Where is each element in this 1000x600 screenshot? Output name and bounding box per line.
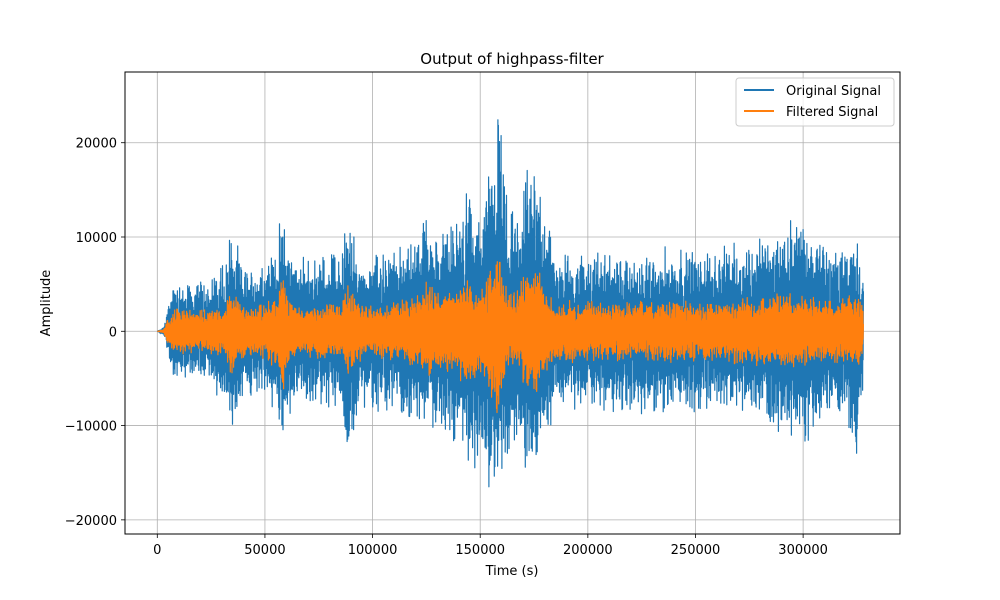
x-tick-label: 0 [153,543,161,558]
x-tick-label: 100000 [348,543,398,558]
x-tick-label: 200000 [563,543,613,558]
x-tick-label: 150000 [455,543,505,558]
chart-title: Output of highpass-filter [420,50,604,68]
y-axis: −20000 −10000 0 10000 20000 [65,137,125,529]
y-tick-label: 0 [109,325,117,340]
y-tick-label: 10000 [76,231,117,246]
legend-box [735,77,895,127]
y-tick-label: −10000 [65,420,117,435]
x-tick-label: 250000 [671,543,721,558]
series-line-1 [157,261,864,414]
plot-frame [124,71,901,535]
legend-label-filtered: Filtered Signal [786,105,878,120]
x-axis: 0 50000 100000 150000 200000 250000 300000 [153,534,828,558]
x-tick-label: 300000 [778,543,828,558]
x-axis-label: Time (s) [485,564,539,579]
legend-label-original: Original Signal [786,84,881,99]
y-tick-label: −20000 [65,514,117,529]
legend: Original Signal Filtered Signal [735,77,895,127]
y-axis-label: Amplitude [39,270,54,337]
plot-area [156,119,865,488]
y-tick-label: 20000 [76,137,117,152]
x-tick-label: 50000 [244,543,285,558]
